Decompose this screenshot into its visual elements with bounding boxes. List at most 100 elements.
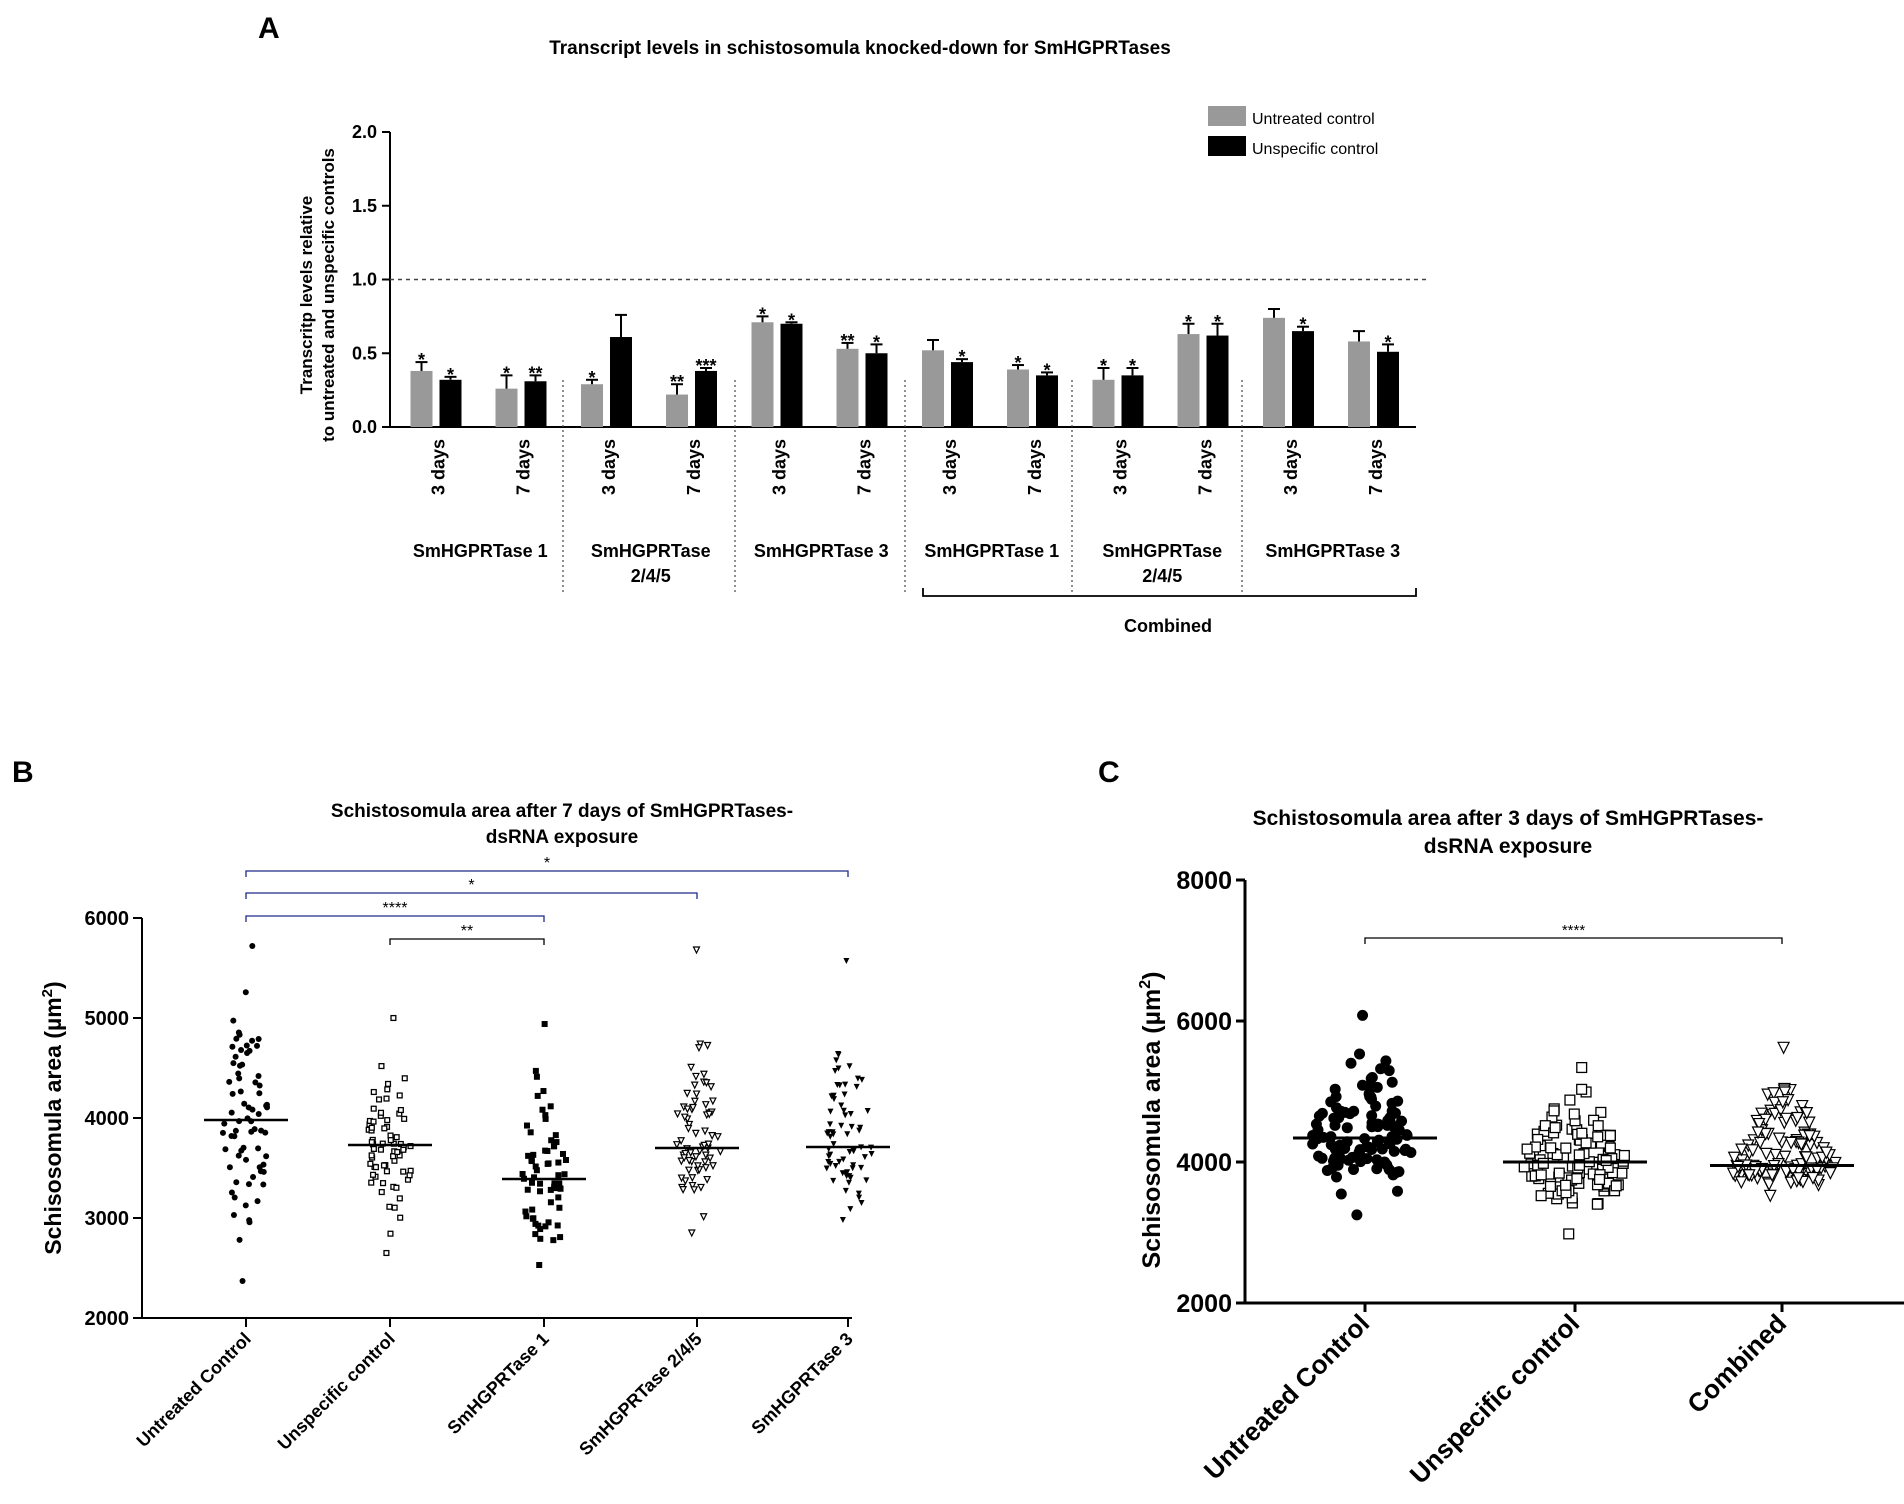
data-point: [1573, 1149, 1585, 1161]
data-point: [1341, 1122, 1353, 1134]
data-point: [242, 1202, 249, 1209]
data-point: [858, 1076, 865, 1083]
data-point: [228, 1189, 235, 1196]
data-point: [677, 1174, 686, 1183]
panel-a-x-tick-label: 7 days: [1025, 439, 1045, 495]
data-point: [246, 1047, 253, 1054]
panel-letter-a: A: [258, 12, 280, 45]
data-point: [552, 1132, 559, 1139]
data-point: [375, 1096, 383, 1103]
significance-label: *: [873, 332, 880, 352]
data-point: [1356, 1079, 1368, 1091]
data-point: [1313, 1150, 1325, 1162]
data-point: [532, 1231, 539, 1238]
significance-label: *: [1100, 356, 1107, 376]
panel-a-x-tick-label: 3 days: [1111, 439, 1131, 495]
data-point: [368, 1152, 375, 1159]
data-point: [1361, 1141, 1373, 1153]
data-point: [221, 1120, 228, 1127]
x-tick-label: Combined: [1681, 1308, 1792, 1419]
data-point: [394, 1148, 401, 1156]
legend-swatch-unspecific: [1208, 136, 1246, 156]
data-point: [843, 958, 850, 964]
data-point: [1379, 1156, 1391, 1168]
significance-label: *: [1014, 353, 1021, 373]
data-point: [709, 1162, 717, 1171]
data-point: [1765, 1169, 1779, 1183]
data-point: [230, 1060, 237, 1067]
data-point: [847, 1110, 854, 1117]
bar-untreated: [751, 322, 774, 427]
data-point: [531, 1174, 538, 1181]
data-point: [846, 1173, 853, 1180]
data-point: [387, 1137, 394, 1144]
data-point: [1521, 1143, 1533, 1155]
data-point: [1753, 1136, 1767, 1150]
data-point: [381, 1125, 388, 1132]
data-point: [228, 1109, 235, 1116]
bar-untreated: [410, 370, 433, 427]
data-point: [386, 1203, 393, 1210]
panel-a-x-tick-label: 3 days: [429, 439, 449, 495]
data-point: [1386, 1097, 1398, 1109]
panel-c-ylabel: Schisosomula area (µm2): [1137, 971, 1166, 1268]
data-point: [830, 1141, 837, 1148]
data-point: [384, 1080, 392, 1087]
data-point: [530, 1151, 537, 1158]
data-point: [1746, 1144, 1760, 1158]
significance-label: ***: [695, 356, 716, 376]
data-point: [863, 1177, 870, 1184]
data-point: [827, 1108, 834, 1115]
data-point: [1752, 1117, 1766, 1131]
data-point: [393, 1134, 400, 1141]
data-point: [830, 1177, 837, 1184]
panel-a-y-tick-label: 0.0: [352, 417, 377, 437]
data-point: [701, 1158, 709, 1167]
data-point: [541, 1021, 548, 1027]
data-point: [1535, 1190, 1547, 1202]
bar-untreated: [581, 384, 603, 427]
data-point: [249, 943, 256, 949]
data-point: [836, 1158, 843, 1165]
data-point: [542, 1115, 549, 1122]
data-point: [1580, 1137, 1592, 1149]
bar-unspecific: [1292, 331, 1314, 427]
comparison-bracket: [389, 938, 545, 945]
data-point: [545, 1219, 552, 1226]
x-tick-label: Unspecific control: [1404, 1308, 1586, 1490]
significance-label: **: [528, 363, 542, 383]
data-point: [841, 1091, 848, 1098]
data-point: [699, 1213, 708, 1222]
y-tick-label: 3000: [85, 1208, 130, 1230]
data-point: [540, 1088, 547, 1095]
data-point: [831, 1096, 838, 1103]
panel-b-title-line2: dsRNA exposure: [486, 827, 638, 848]
bar-untreated: [1263, 317, 1285, 427]
data-point: [1762, 1178, 1776, 1192]
data-point: [844, 1131, 851, 1138]
data-point: [846, 1148, 853, 1155]
data-point: [1363, 1088, 1375, 1100]
data-point: [827, 1160, 834, 1167]
data-point: [243, 1042, 250, 1049]
data-point: [239, 1278, 246, 1284]
data-point: [838, 1122, 845, 1129]
data-point: [1802, 1116, 1816, 1130]
data-point: [693, 1162, 702, 1171]
x-tick-label: SmHGPRTase 2/4/5: [575, 1329, 706, 1460]
data-point: [380, 1162, 388, 1169]
data-point: [1784, 1136, 1798, 1150]
data-point: [1387, 1169, 1399, 1181]
data-point: [1553, 1167, 1565, 1179]
panel-a-group-label-line2: 2/4/5: [1142, 566, 1182, 586]
data-point: [829, 1129, 836, 1136]
data-point: [383, 1168, 390, 1175]
significance-label: *: [447, 365, 454, 385]
data-point: [713, 1133, 722, 1142]
data-point: [542, 1223, 549, 1230]
data-point: [370, 1118, 377, 1125]
data-point: [550, 1237, 557, 1244]
data-point: [689, 1103, 697, 1112]
bar-untreated: [836, 348, 859, 427]
data-point: [383, 1095, 390, 1102]
